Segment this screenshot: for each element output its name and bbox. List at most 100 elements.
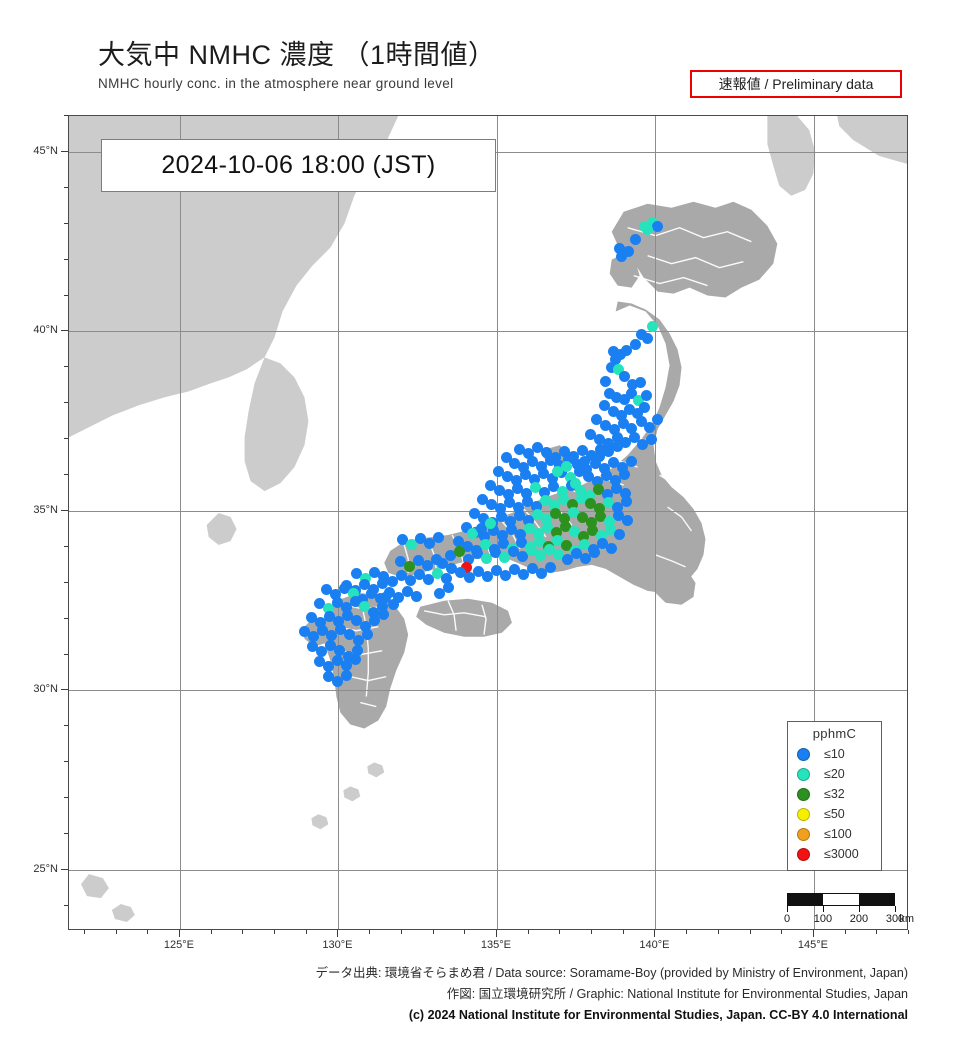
station-point[interactable]: [358, 578, 370, 590]
station-point[interactable]: [379, 591, 391, 603]
station-point[interactable]: [322, 670, 334, 682]
station-point[interactable]: [530, 500, 542, 512]
station-point[interactable]: [325, 629, 337, 641]
station-point[interactable]: [553, 459, 565, 471]
station-point[interactable]: [351, 644, 363, 656]
station-point[interactable]: [533, 535, 545, 547]
station-point[interactable]: [651, 413, 663, 425]
station-point[interactable]: [410, 590, 422, 602]
station-point[interactable]: [504, 515, 516, 527]
station-point[interactable]: [352, 634, 364, 646]
station-point[interactable]: [511, 482, 523, 494]
station-point[interactable]: [305, 611, 317, 623]
station-point[interactable]: [615, 409, 627, 421]
station-point[interactable]: [323, 610, 335, 622]
station-point[interactable]: [573, 465, 585, 477]
station-point[interactable]: [603, 387, 615, 399]
station-point[interactable]: [430, 553, 442, 565]
station-point[interactable]: [605, 361, 617, 373]
station-point[interactable]: [634, 376, 646, 388]
station-point[interactable]: [546, 472, 558, 484]
station-point[interactable]: [462, 553, 474, 565]
station-point[interactable]: [579, 552, 591, 564]
station-point[interactable]: [626, 378, 638, 390]
station-point[interactable]: [616, 461, 628, 473]
station-point[interactable]: [475, 522, 487, 534]
station-point[interactable]: [622, 245, 634, 257]
station-point[interactable]: [594, 510, 606, 522]
station-point[interactable]: [534, 549, 546, 561]
station-point[interactable]: [347, 587, 359, 599]
station-point[interactable]: [521, 495, 533, 507]
station-point[interactable]: [603, 515, 615, 527]
station-point[interactable]: [517, 568, 529, 580]
station-point[interactable]: [513, 443, 525, 455]
station-point[interactable]: [331, 675, 343, 687]
station-point[interactable]: [496, 529, 508, 541]
station-point[interactable]: [543, 543, 555, 555]
station-point[interactable]: [640, 389, 652, 401]
station-point[interactable]: [359, 620, 371, 632]
station-point[interactable]: [615, 250, 627, 262]
station-point[interactable]: [340, 669, 352, 681]
station-point[interactable]: [421, 559, 433, 571]
station-point[interactable]: [607, 405, 619, 417]
station-point[interactable]: [460, 521, 472, 533]
station-point[interactable]: [595, 529, 607, 541]
station-point[interactable]: [641, 332, 653, 344]
station-point[interactable]: [490, 564, 502, 576]
station-point[interactable]: [468, 507, 480, 519]
station-point[interactable]: [558, 445, 570, 457]
station-point[interactable]: [601, 488, 613, 500]
station-point[interactable]: [629, 233, 641, 245]
station-point[interactable]: [602, 496, 614, 508]
station-point[interactable]: [523, 522, 535, 534]
station-point[interactable]: [623, 403, 635, 415]
station-point[interactable]: [610, 391, 622, 403]
station-point[interactable]: [480, 552, 492, 564]
station-point[interactable]: [396, 533, 408, 545]
station-point[interactable]: [431, 567, 443, 579]
station-point[interactable]: [365, 587, 377, 599]
station-point[interactable]: [638, 401, 650, 413]
station-point[interactable]: [361, 628, 373, 640]
station-point[interactable]: [343, 628, 355, 640]
station-point[interactable]: [423, 537, 435, 549]
station-point[interactable]: [614, 348, 626, 360]
station-point[interactable]: [522, 514, 534, 526]
station-point[interactable]: [619, 436, 631, 448]
station-point[interactable]: [641, 223, 653, 235]
station-point[interactable]: [568, 525, 580, 537]
station-point[interactable]: [507, 545, 519, 557]
station-point[interactable]: [599, 419, 611, 431]
station-point[interactable]: [394, 555, 406, 567]
station-point[interactable]: [340, 601, 352, 613]
station-point[interactable]: [636, 438, 648, 450]
station-point[interactable]: [331, 596, 343, 608]
station-point[interactable]: [322, 602, 334, 614]
station-point[interactable]: [618, 393, 630, 405]
station-point[interactable]: [604, 523, 616, 535]
station-point[interactable]: [358, 600, 370, 612]
station-point[interactable]: [433, 587, 445, 599]
station-point[interactable]: [386, 575, 398, 587]
station-point[interactable]: [602, 437, 614, 449]
station-point[interactable]: [497, 537, 509, 549]
station-point[interactable]: [472, 565, 484, 577]
station-point[interactable]: [349, 595, 361, 607]
station-point[interactable]: [508, 563, 520, 575]
station-point[interactable]: [596, 537, 608, 549]
station-point[interactable]: [635, 415, 647, 427]
station-point[interactable]: [313, 597, 325, 609]
station-point[interactable]: [444, 549, 456, 561]
station-point[interactable]: [314, 616, 326, 628]
station-point[interactable]: [598, 462, 610, 474]
station-point[interactable]: [315, 645, 327, 657]
station-point[interactable]: [350, 567, 362, 579]
station-point[interactable]: [618, 468, 630, 480]
station-point[interactable]: [510, 474, 522, 486]
station-point[interactable]: [442, 581, 454, 593]
station-point[interactable]: [412, 554, 424, 566]
station-point[interactable]: [376, 600, 388, 612]
station-point[interactable]: [395, 569, 407, 581]
